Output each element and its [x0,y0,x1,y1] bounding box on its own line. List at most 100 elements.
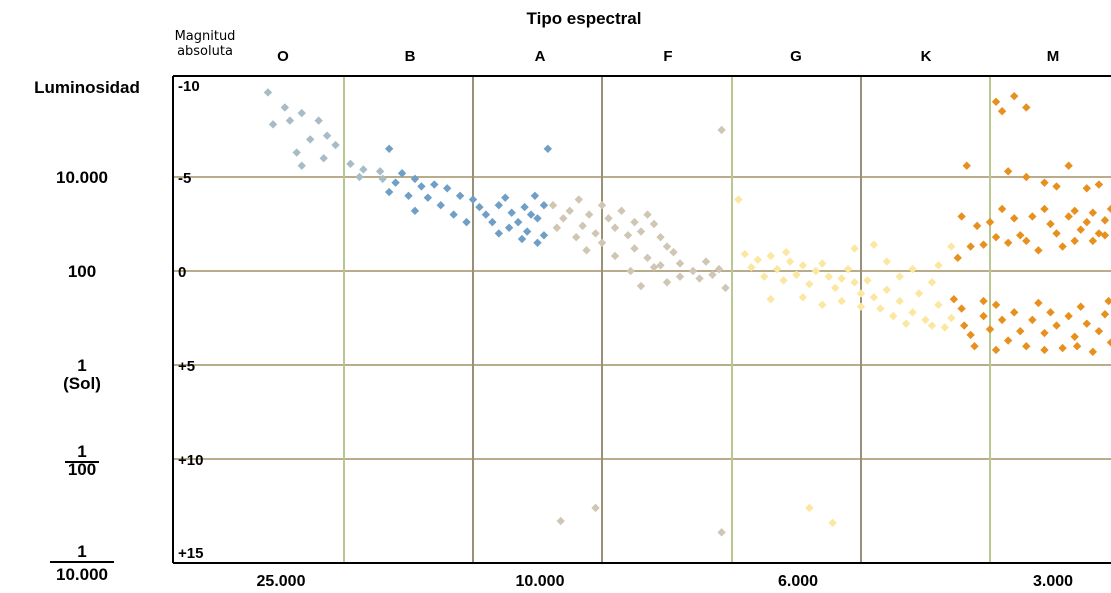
star-point-b [430,180,439,189]
star-point-f [781,248,791,257]
plot-area [173,76,1111,563]
star-point-g [1046,219,1055,229]
spectral-type-label: O [277,48,289,65]
star-point-a [578,221,587,231]
star-point-f [889,311,898,321]
star-point-f [869,293,879,302]
star-point-b [391,178,400,187]
star-point-o [292,148,301,157]
star-point-o [378,174,387,184]
star-point-a [572,232,581,242]
star-point-g [1100,216,1110,225]
star-point-g [1022,172,1031,182]
star-point-a [591,503,600,513]
spectral-type-label: A [535,48,546,65]
star-point-g [1046,308,1055,317]
star-point-g [997,315,1007,325]
star-point-g [997,204,1007,214]
star-point-g [1082,184,1091,193]
star-point-g [1040,345,1049,355]
star-point-g [985,325,995,334]
star-point-o [355,172,364,182]
star-point-g [962,161,971,170]
star-point-g [1082,217,1091,227]
star-point-a [582,246,591,255]
star-point-o [359,165,368,174]
star-point-a [649,219,659,229]
star-point-a [721,283,730,293]
star-point-b [481,210,491,219]
luminosity-axis-label: Luminosidad [34,78,140,97]
star-point-b [417,182,426,191]
star-point-g [979,311,988,321]
star-point-g [1010,214,1019,223]
star-point-o [268,120,278,129]
star-point-f [818,259,827,268]
star-point-b [488,217,497,227]
star-point-f [837,274,846,283]
star-point-g [949,295,959,304]
star-point-o [375,167,385,176]
chart-title: Tipo espectral [527,9,642,28]
star-point-g [957,304,966,313]
star-point-g [1052,229,1061,238]
star-point-f [908,264,917,274]
star-point-g [1028,212,1037,221]
star-point-g [1040,204,1049,214]
star-point-a [649,263,659,272]
star-point-g [1003,336,1013,345]
star-point-b [507,208,516,217]
star-point-b [501,193,510,202]
star-point-f [921,315,930,325]
luminosity-fraction-denominator: 10.000 [56,565,108,584]
grid-lines [173,76,1111,563]
star-point-b [397,169,407,178]
magnitude-tick-label: +15 [178,545,203,562]
star-point-a [695,274,704,283]
star-point-o [297,161,306,170]
temperature-tick-label: 10.000 [516,573,565,590]
star-point-f [805,279,814,289]
star-point-f [760,272,769,281]
star-point-a [714,264,724,274]
star-point-f [785,257,795,266]
star-point-b [455,191,465,200]
star-point-g [1106,204,1111,214]
star-point-g [970,342,979,351]
star-point-a [701,257,711,266]
star-point-b [520,202,529,212]
spectral-type-label: F [663,48,672,65]
star-point-f [766,295,775,304]
star-point-f [934,261,943,270]
star-point-a [675,259,685,268]
luminosity-tick-label: (Sol) [63,374,101,393]
star-point-a [656,261,665,270]
star-point-f [908,308,917,317]
star-point-f [856,302,866,311]
star-point-g [1010,91,1019,101]
star-point-a [591,229,600,238]
star-point-f [734,195,743,204]
star-point-a [662,278,672,287]
star-point-a [556,516,565,526]
star-point-g [1094,180,1104,189]
luminosity-fraction-numerator: 1 [77,442,86,461]
star-point-b [436,201,445,210]
star-point-b [522,227,532,236]
star-point-b [543,144,553,153]
star-point-f [779,276,788,285]
star-point-g [1058,242,1067,251]
star-point-g [1016,231,1025,240]
temperature-tick-label: 3.000 [1033,573,1073,590]
star-point-g [972,221,982,231]
star-point-g [1058,343,1067,353]
star-point-f [828,518,837,528]
star-point-f [766,251,775,261]
star-point-g [1028,315,1037,325]
star-point-a [626,266,635,276]
star-point-o [306,135,315,144]
star-point-o [319,154,328,163]
magnitude-axis-label-line2: absoluta [177,44,233,59]
